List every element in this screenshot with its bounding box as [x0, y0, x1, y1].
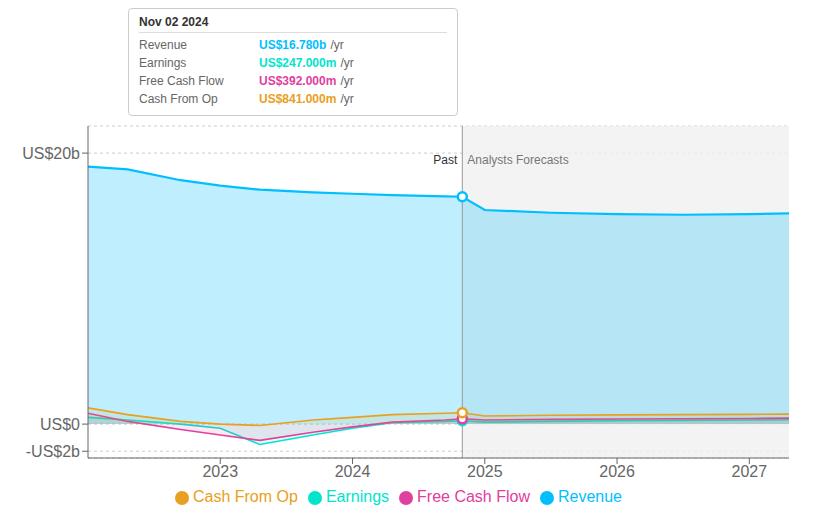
html-text:Earnings: Earnings	[139, 56, 187, 70]
html-text:Cash From Op: Cash From Op	[193, 488, 298, 505]
html-text:Earnings: Earnings	[325, 488, 389, 505]
svg-text:2024: 2024	[335, 463, 371, 480]
svg-text:-US$2b: -US$2b	[26, 443, 80, 460]
svg-text:US$20b: US$20b	[22, 145, 80, 162]
svg-text:US$0: US$0	[40, 416, 80, 433]
html-text:US$841.000m /yr: US$841.000m /yr	[259, 92, 354, 106]
svg-text:2025: 2025	[467, 463, 503, 480]
html-text:US$16.780b /yr: US$16.780b /yr	[259, 38, 344, 52]
html-text:US$247.000m /yr: US$247.000m /yr	[259, 56, 354, 70]
svg-text:Past: Past	[433, 153, 458, 167]
svg-text:2023: 2023	[202, 463, 238, 480]
svg-text:2027: 2027	[732, 463, 768, 480]
html-text:Revenue: Revenue	[558, 488, 622, 505]
html-text:Free Cash Flow: Free Cash Flow	[139, 74, 224, 88]
html-text:Revenue: Revenue	[139, 38, 187, 52]
html-text:US$392.000m /yr: US$392.000m /yr	[259, 74, 354, 88]
html-text:Nov 02 2024: Nov 02 2024	[139, 15, 209, 29]
html-text:Cash From Op: Cash From Op	[139, 92, 218, 106]
svg-text:Analysts Forecasts: Analysts Forecasts	[467, 153, 568, 167]
html-text:Free Cash Flow: Free Cash Flow	[417, 488, 530, 505]
svg-text:2026: 2026	[599, 463, 635, 480]
